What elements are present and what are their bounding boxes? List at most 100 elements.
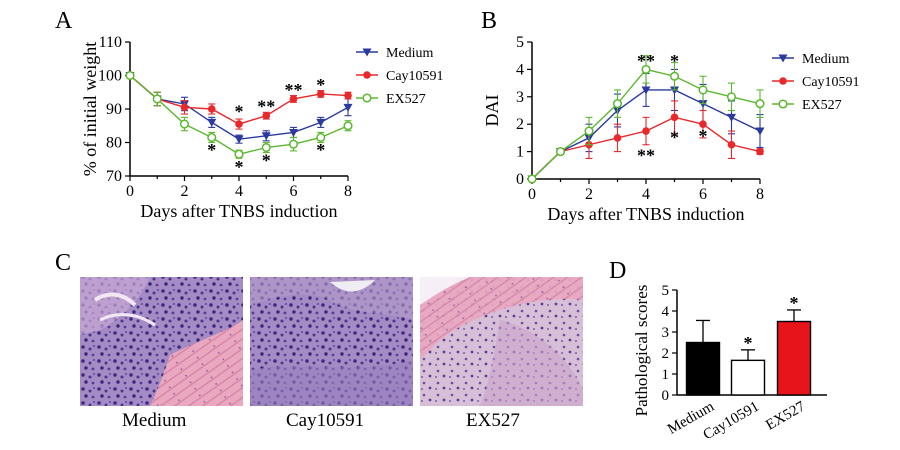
chart-a-point-cay10591	[262, 111, 271, 120]
chart-a-legend-label: Cay10591	[386, 69, 444, 84]
chart-a-y-axis-title: % of initial weight	[80, 42, 100, 176]
chart-b-y-tick-label: 1	[516, 144, 524, 161]
chart-a-legend-label: EX527	[386, 92, 426, 107]
chart-b-significance-marker: **	[637, 145, 655, 165]
chart-d-y-tick-label: 2	[662, 346, 670, 362]
chart-a-point-cay10591	[344, 91, 352, 100]
chart-a-point-ex527	[125, 70, 135, 81]
chart-a-significance-marker: *	[316, 75, 325, 95]
chart-a-point-ex527	[261, 142, 271, 153]
chart-d-bar-cay10591	[730, 359, 766, 396]
chart-a-y-tick-label: 90	[106, 101, 122, 118]
chart-b-x-tick-label: 6	[699, 186, 707, 203]
chart-b-point-medium	[727, 113, 736, 122]
chart-a-significance-marker: *	[207, 140, 216, 160]
panel-letter-a: A	[55, 8, 73, 34]
chart-a-legend-label: Medium	[386, 46, 434, 61]
chart-b-significance-marker: *	[699, 126, 708, 146]
histology-image-ex527	[420, 277, 583, 406]
histology-image-cay10591	[250, 277, 413, 406]
chart-a-point-medium	[289, 128, 298, 137]
chart-b-x-tick-label: 2	[585, 186, 593, 203]
chart-a-x-tick-label: 4	[235, 183, 243, 200]
chart-d-y-axis-title: Pathological scores	[632, 285, 651, 417]
chart-a-point-medium	[207, 118, 217, 127]
chart-a-x-tick-label: 8	[344, 183, 352, 200]
image-caption-cay10591: Cay10591	[286, 410, 365, 431]
chart-d-significance-marker: *	[790, 293, 799, 313]
chart-b-legend-marker	[778, 54, 788, 63]
chart-b-point-ex527	[555, 147, 566, 157]
chart-b-x-tick-label: 0	[528, 186, 536, 203]
panel-letter-c: C	[55, 250, 72, 276]
chart-b-point-cay10591	[699, 120, 707, 128]
chart-a-point-cay10591	[207, 105, 216, 113]
chart-b-point-cay10591	[642, 127, 650, 135]
chart-a-x-axis-title: Days after TNBS induction	[140, 201, 337, 221]
chart-d-y-tick-label: 0	[662, 388, 670, 404]
chart-a-point-ex527	[316, 132, 326, 143]
chart-a-significance-marker: **	[285, 80, 303, 100]
chart-b-point-ex527	[755, 99, 765, 109]
chart-a-point-ex527	[234, 149, 244, 159]
chart-a-point-ex527	[179, 119, 190, 129]
chart-b-legend-marker	[778, 99, 788, 109]
chart-d-y-tick-label: 5	[662, 283, 670, 299]
chart-a-point-medium	[234, 135, 244, 144]
chart-a-significance-marker: *	[262, 150, 271, 170]
chart-a-point-medium	[343, 103, 353, 112]
chart-b-significance-marker: *	[670, 128, 679, 148]
chart-b-legend-label: EX527	[802, 98, 842, 113]
chart-a-point-ex527	[343, 121, 353, 131]
chart-b-point-ex527	[641, 64, 651, 74]
chart-a-y-tick-label: 70	[106, 168, 122, 185]
chart-b-significance-marker: *	[670, 51, 679, 71]
chart-b-point-cay10591	[727, 140, 736, 149]
chart-b-point-ex527	[698, 85, 708, 95]
chart-a-point-cay10591	[289, 95, 298, 103]
panel-letter-b: B	[481, 8, 498, 34]
chart-a-point-medium	[316, 118, 326, 127]
chart-a: 70 80 90 100 110 0 2 4 6 8 Days after TNBS inducti…	[80, 34, 444, 221]
chart-d-y-tick-label: 3	[662, 325, 670, 341]
chart-a-x-tick-label: 6	[290, 183, 298, 200]
chart-b-point-cay10591	[613, 134, 622, 142]
chart-a-legend-marker	[362, 93, 372, 103]
histology-image-medium	[80, 277, 243, 406]
chart-a-y-tick-label: 100	[98, 68, 122, 85]
chart-a-significance-marker: **	[257, 97, 275, 117]
chart-b-x-axis-title: Days after TNBS induction	[547, 204, 744, 224]
chart-b-point-medium	[755, 127, 765, 136]
chart-d-significance-marker: *	[744, 333, 753, 353]
chart-b-point-ex527	[726, 92, 737, 102]
chart-a-point-cay10591	[235, 120, 243, 128]
chart-a-point-medium	[261, 132, 271, 141]
chart-b-y-axis-title: DAI	[482, 95, 502, 127]
chart-a-point-ex527	[207, 132, 217, 143]
chart-a-significance-marker: *	[316, 140, 325, 160]
image-caption-ex527: EX527	[466, 410, 520, 431]
chart-a-y-tick-label: 80	[106, 135, 122, 152]
chart-a-point-ex527	[288, 139, 299, 149]
chart-a-legend-marker	[363, 71, 371, 79]
chart-b-point-cay10591	[670, 113, 679, 122]
chart-b-legend-label: Cay10591	[802, 75, 860, 90]
chart-b-y-tick-label: 4	[516, 61, 524, 78]
chart-d-y-tick-label: 4	[662, 304, 670, 320]
chart-a-x-tick-label: 0	[126, 183, 134, 200]
chart-b-legend-label: Medium	[802, 52, 850, 67]
chart-b-point-ex527	[669, 71, 680, 81]
chart-a-y-tick-label: 110	[99, 34, 122, 51]
chart-b-x-tick-label: 4	[642, 186, 650, 203]
chart-b-legend-marker	[779, 77, 787, 85]
chart-a-significance-marker: *	[235, 157, 244, 177]
chart-b-point-cay10591	[756, 147, 764, 156]
chart-a-point-cay10591	[180, 103, 189, 112]
histology-images	[80, 277, 583, 406]
chart-b-x-tick-label: 8	[756, 186, 764, 203]
chart-a-significance-marker: *	[235, 102, 244, 122]
chart-d-bar-ex527	[776, 320, 812, 396]
chart-b: 0 1 2 3 4 5 0 2 4 6 8 Days after TNBS induction DAI *…	[482, 34, 860, 224]
chart-d-bar-medium	[685, 341, 721, 396]
